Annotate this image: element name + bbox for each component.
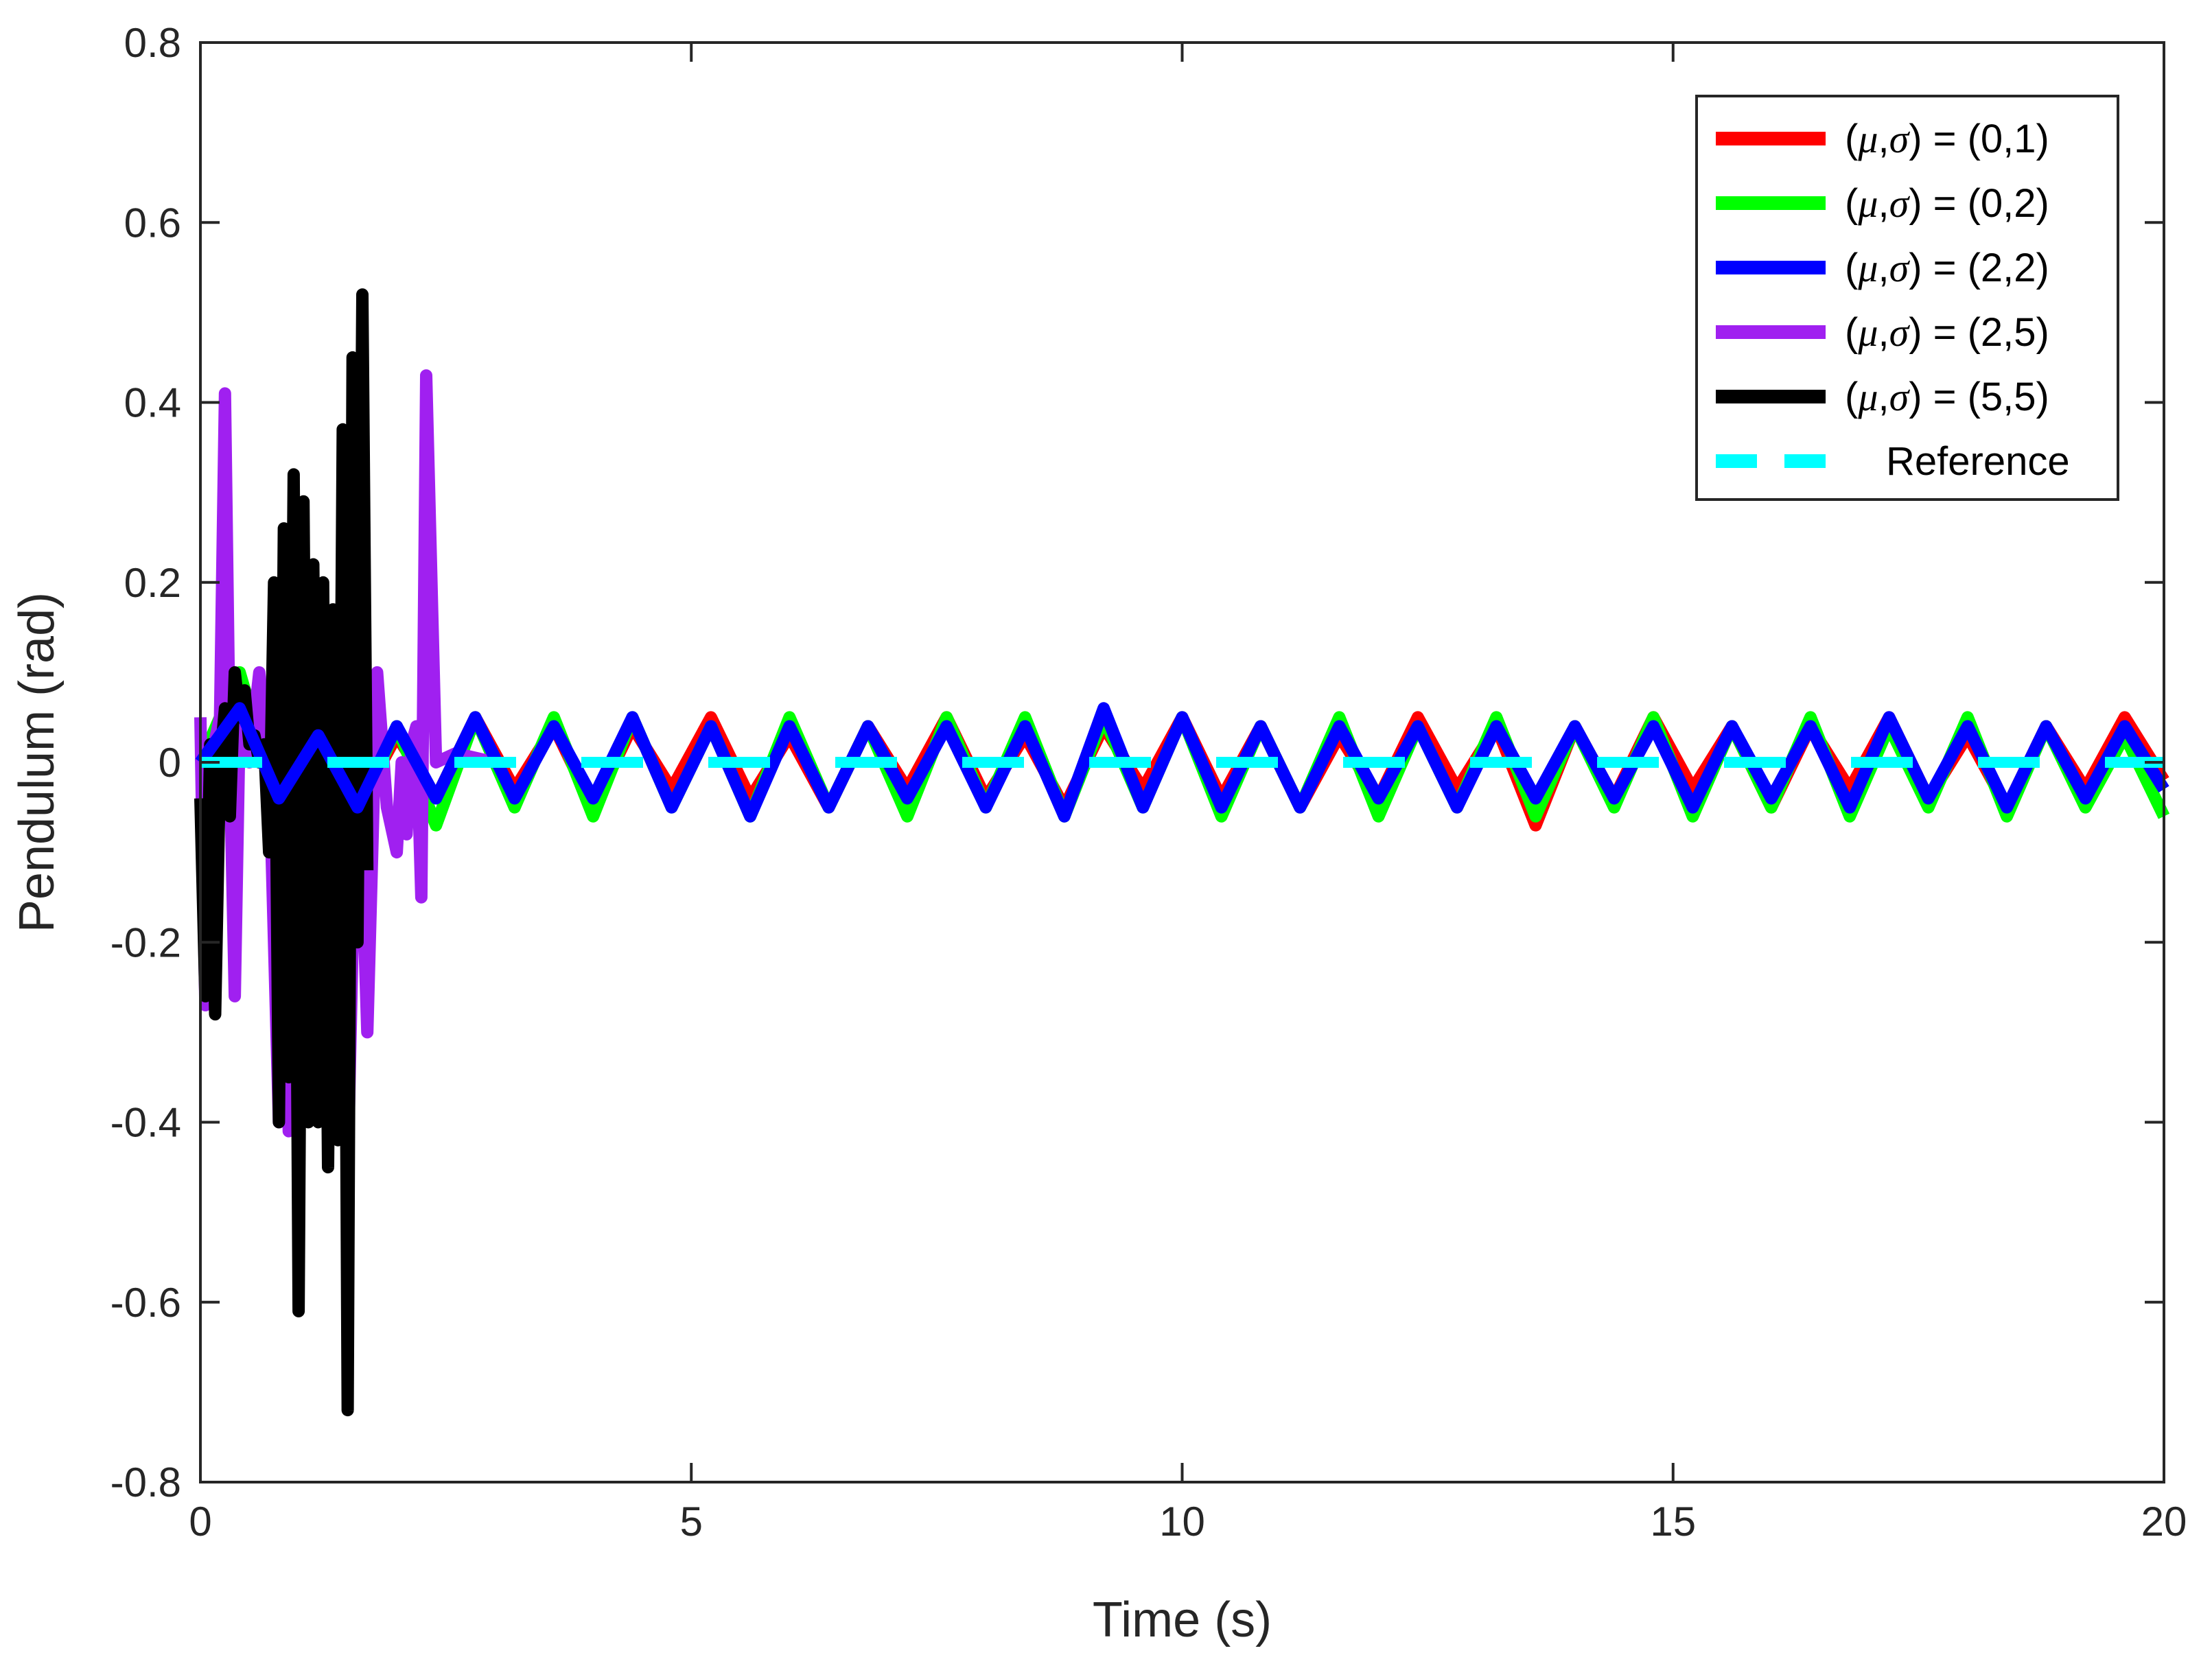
series-line-3 [195,702,2169,823]
legend-label: Reference [1886,439,2070,484]
legend-label: (μ,σ) = (5,5) [1845,375,2049,419]
x-tick-label: 20 [2141,1499,2187,1545]
y-tick-label: 0 [159,740,181,786]
series-layer [194,288,2170,1417]
y-tick-label: -0.8 [110,1459,181,1505]
x-axis-label: Time (s) [1093,1593,1272,1647]
y-tick-label: 0.8 [124,20,181,66]
y-tick-label: 0.6 [124,200,181,246]
y-tick-label: -0.6 [110,1280,181,1326]
x-tick-label: 5 [680,1499,703,1545]
x-tick-label: 0 [189,1499,211,1545]
y-tick-label: 0.4 [124,380,181,426]
x-tick-label: 10 [1159,1499,1205,1545]
axes-layer: 0 5 10 15 20 0.8 0.6 0.4 0.2 0 -0.2 -0.4 -0.6 -0.8 [110,20,2187,1545]
series-line-5 [194,288,374,1417]
legend-box [1695,95,2119,501]
y-tick-label: 0.2 [124,560,181,606]
legend-label: (μ,σ) = (0,2) [1845,181,2049,226]
legend: (μ,σ) = (0,1) (μ,σ) = (0,2) (μ,σ) = (2,2) (… [1695,95,2119,501]
legend-label: (μ,σ) = (2,2) [1845,246,2049,290]
x-tick-label: 15 [1650,1499,1696,1545]
legend-label: (μ,σ) = (0,1) [1845,117,2049,161]
y-tick-label: -0.4 [110,1100,181,1146]
y-axis-label: Pendulum (rad) [10,592,65,932]
y-tick-label: -0.2 [110,919,181,965]
legend-label: (μ,σ) = (2,5) [1845,310,2049,355]
